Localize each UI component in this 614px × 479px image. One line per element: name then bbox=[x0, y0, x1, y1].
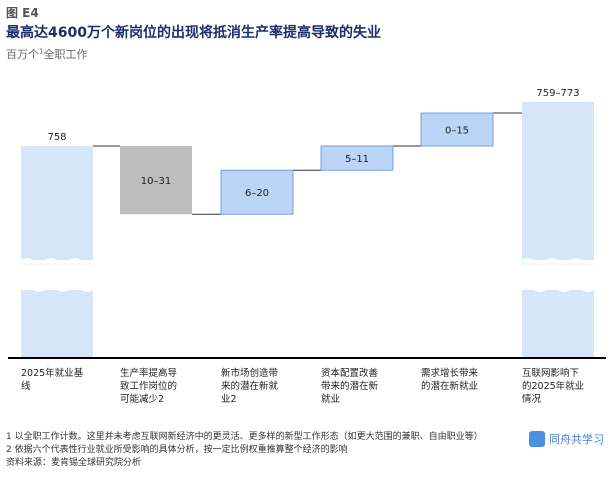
footnote-2: 2 依据六个代表性行业就业所受影响的具体分析，按一定比例权重推算整个经济的影响 bbox=[6, 445, 348, 455]
subtitle-footnote-mark: 1 bbox=[39, 47, 44, 56]
bar-total-upper bbox=[21, 146, 93, 260]
data-label: 5–11 bbox=[345, 154, 369, 165]
data-label: 6–20 bbox=[245, 188, 269, 199]
x-tick-label: 2025年就业基 bbox=[21, 367, 84, 379]
bar-increase bbox=[320, 145, 394, 171]
x-tick-label: 线 bbox=[21, 380, 31, 392]
data-label: 758 bbox=[47, 132, 66, 143]
x-tick-label: 的2025年就业 bbox=[522, 380, 584, 392]
x-tick-label: 来的潜在新就 bbox=[221, 380, 279, 392]
data-label: 759–773 bbox=[536, 88, 579, 99]
x-tick-label: 致工作岗位的 bbox=[120, 380, 177, 392]
watermark-logo-icon bbox=[529, 431, 545, 447]
subtitle-unit: 百万个 bbox=[6, 48, 39, 61]
data-label: 10–31 bbox=[141, 176, 171, 187]
x-tick-label: 可能减少2 bbox=[120, 393, 164, 405]
watermark-text: 同舟共学习 bbox=[549, 433, 604, 446]
x-tick-label: 就业 bbox=[321, 393, 340, 405]
x-tick-label: 互联网影响下 bbox=[522, 367, 579, 379]
figure-label: 图 E4 bbox=[6, 6, 39, 20]
x-tick-label: 资本配置改善 bbox=[321, 367, 379, 379]
x-tick-label: 新市场创造带 bbox=[221, 367, 279, 379]
footnotes: 1 以全职工作计数。这里并未考虑互联网新经济中的更灵活、更多样的新型工作形态（如… bbox=[6, 431, 483, 470]
x-tick-label: 生产率提高导 bbox=[120, 367, 177, 379]
axis-break bbox=[21, 258, 93, 292]
x-tick-label: 带来的潜在新 bbox=[321, 380, 379, 392]
x-tick-label: 的潜在新就业 bbox=[421, 380, 478, 392]
chart-title: 最高达4600万个新岗位的出现将抵消生产率提高导致的失业 bbox=[6, 25, 381, 41]
axis-break bbox=[522, 258, 594, 292]
x-tick-label: 业2 bbox=[221, 394, 237, 405]
bar-decrease bbox=[120, 146, 192, 215]
bar-increase bbox=[220, 169, 294, 215]
x-tick-label: 需求增长带来 bbox=[421, 367, 479, 379]
bar-total-lower bbox=[21, 290, 93, 358]
bar-increase bbox=[420, 112, 494, 147]
watermark: 同舟共学习 bbox=[523, 429, 610, 449]
data-label: 0–15 bbox=[445, 126, 469, 137]
subtitle-unit-type: 全职工作 bbox=[43, 48, 88, 61]
x-tick-label: 情况 bbox=[522, 393, 542, 405]
footnote-1: 1 以全职工作计数。这里并未考虑互联网新经济中的更灵活、更多样的新型工作形态（如… bbox=[6, 432, 483, 442]
bar-total-lower bbox=[522, 290, 594, 358]
source-note: 资料来源：麦肯锡全球研究院分析 bbox=[6, 458, 142, 468]
bar-total-upper bbox=[522, 102, 594, 260]
chart-subtitle: 百万个1全职工作 bbox=[6, 46, 87, 62]
